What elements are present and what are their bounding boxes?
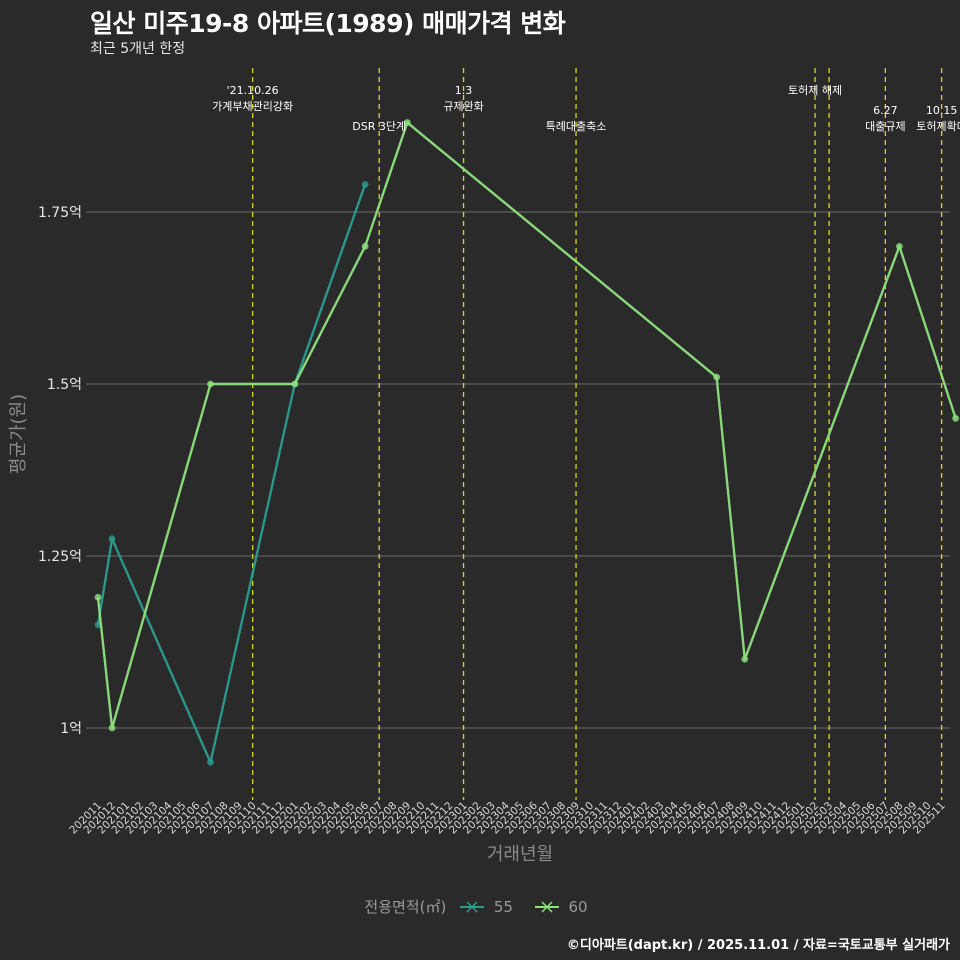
data-point-60 xyxy=(952,415,960,422)
event-label: 특례대출축소 xyxy=(546,120,607,133)
chart-title: 일산 미주19-8 아파트(1989) 매매가격 변화 xyxy=(90,9,566,38)
legend-title: 전용면적(㎡) xyxy=(364,898,447,916)
series-line-60 xyxy=(96,121,957,730)
data-point-60 xyxy=(108,724,116,732)
source-caption: ©디아파트(dapt.kr) / 2025.11.01 / 자료=국토교통부 실… xyxy=(566,938,950,953)
y-axis-title: 평균가(원) xyxy=(8,394,29,474)
event-label: 6.27 xyxy=(873,104,898,117)
y-tick-label: 1.75억 xyxy=(38,205,82,221)
event-label: 대출규제 xyxy=(865,120,905,133)
legend-key-60 xyxy=(534,900,559,913)
data-point-60 xyxy=(741,655,749,663)
event-label: 가계부채관리강화 xyxy=(212,100,293,113)
data-point-60 xyxy=(94,593,102,601)
event-label: DSR 3단계 xyxy=(352,120,406,133)
data-point-60 xyxy=(207,380,214,388)
y-tick-label: 1.25억 xyxy=(38,549,82,565)
series-line-55 xyxy=(96,184,367,764)
event-label: 토허제확대 xyxy=(916,120,960,133)
event-label: '21.10.26 xyxy=(227,84,279,97)
data-point-60 xyxy=(713,373,721,381)
x-axis-title: 거래년월 xyxy=(487,844,553,865)
legend-key-55 xyxy=(460,900,485,913)
legend: 전용면적(㎡) 55 60 xyxy=(0,896,960,917)
event-label: 규제완화 xyxy=(443,100,483,113)
y-tick-label: 1억 xyxy=(60,721,82,737)
event-label: 10.15 xyxy=(926,104,958,117)
data-point-60 xyxy=(361,243,369,250)
legend-label-60: 60 xyxy=(568,897,588,916)
event-label: 토허제 해제 xyxy=(788,83,842,97)
data-point-55 xyxy=(108,535,116,543)
data-point-55 xyxy=(207,759,214,766)
y-tick-label: 1.5억 xyxy=(47,377,82,393)
data-point-60 xyxy=(896,243,903,250)
legend-label-55: 55 xyxy=(493,897,513,916)
data-point-55 xyxy=(361,181,369,188)
chart-subtitle: 최근 5개년 한정 xyxy=(90,41,186,57)
event-label: 1.3 xyxy=(455,84,473,97)
data-point-60 xyxy=(403,119,411,126)
data-point-60 xyxy=(291,380,299,388)
